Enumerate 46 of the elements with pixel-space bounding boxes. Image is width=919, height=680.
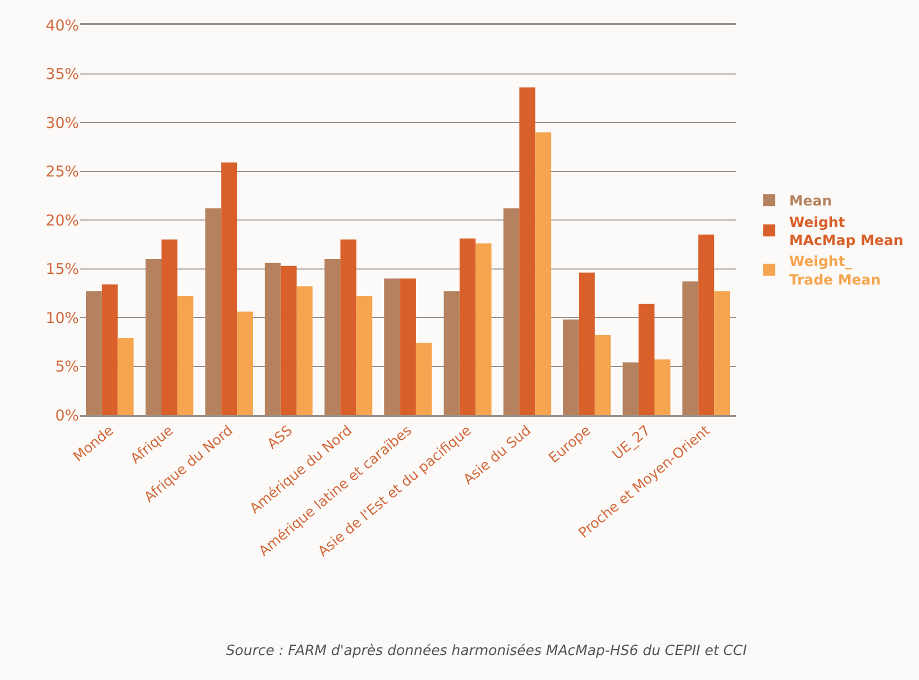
y-tick-label: 30% (46, 114, 79, 132)
bar (416, 342, 432, 415)
bar (714, 291, 730, 415)
bar (654, 359, 670, 415)
bar (519, 87, 536, 415)
bar (264, 262, 281, 415)
bar (102, 284, 118, 415)
bar (400, 278, 416, 415)
y-tick-label: 0% (55, 406, 79, 424)
bar (384, 278, 400, 415)
bar (146, 259, 162, 415)
bar (118, 338, 134, 415)
bar (444, 291, 460, 415)
bar (460, 238, 476, 415)
bar (622, 362, 639, 415)
bar (578, 272, 595, 415)
bar (221, 162, 238, 415)
bar (237, 312, 253, 415)
bar (356, 296, 372, 415)
y-tick-label: 35% (46, 65, 79, 83)
bar (340, 240, 356, 415)
y-tick-label: 10% (46, 308, 79, 327)
bar (563, 319, 579, 415)
bar (503, 208, 520, 415)
bar (638, 304, 654, 415)
bar (535, 132, 552, 415)
legend-label: Weight_ Trade Mean (789, 254, 881, 288)
bar (280, 266, 297, 415)
bar (594, 335, 611, 415)
bar (177, 296, 194, 415)
source-note: Source : FARM d'après données harmonisées MAcMap-HS6 du CEPII et CCI (226, 643, 747, 659)
legend-label: Mean (789, 194, 832, 210)
y-tick-label: 25% (46, 162, 79, 180)
y-tick-label: 20% (46, 211, 79, 230)
bar (324, 259, 340, 415)
y-tick-label: 15% (46, 260, 79, 278)
bar (698, 234, 714, 415)
bar (476, 243, 492, 415)
legend-label: Weight MAcMap Mean (789, 214, 904, 249)
y-tick-label: 40% (46, 16, 79, 34)
bar (296, 286, 313, 415)
y-tick-label: 5% (55, 358, 79, 376)
bar (682, 281, 698, 415)
bar (86, 291, 102, 415)
bar (162, 240, 178, 415)
bar (205, 208, 222, 415)
